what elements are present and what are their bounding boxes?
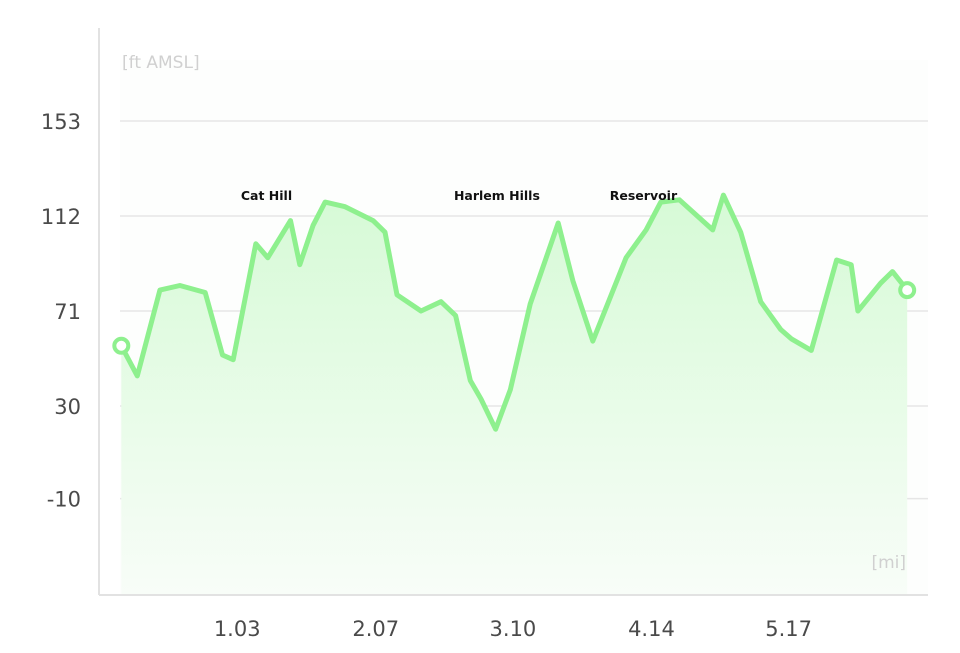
y-tick-label: 30 xyxy=(54,395,81,419)
x-tick-label: 3.10 xyxy=(490,617,537,641)
y-tick-label: 71 xyxy=(54,300,81,324)
start-marker xyxy=(112,336,131,355)
y-tick-label: 153 xyxy=(41,110,81,134)
end-marker xyxy=(898,281,917,300)
landmark-annotations: Cat Hill Harlem Hills Reservoir xyxy=(241,188,678,203)
landmark-label: Harlem Hills xyxy=(454,188,540,203)
x-tick-labels: 1.03 2.07 3.10 4.14 5.17 xyxy=(214,617,812,641)
x-unit-label: [mi] xyxy=(871,553,906,573)
y-unit-label: [ft AMSL] xyxy=(122,53,200,73)
y-tick-labels: 153 112 71 30 -10 xyxy=(41,110,81,512)
x-tick-label: 4.14 xyxy=(628,617,675,641)
y-tick-label: -10 xyxy=(47,488,81,512)
x-tick-label: 1.03 xyxy=(214,617,261,641)
x-tick-label: 2.07 xyxy=(352,617,399,641)
landmark-label: Cat Hill xyxy=(241,188,292,203)
elevation-line xyxy=(118,192,910,432)
y-tick-label: 112 xyxy=(41,205,81,229)
landmark-label: Reservoir xyxy=(610,188,678,203)
elevation-area xyxy=(121,195,908,595)
x-tick-label: 5.17 xyxy=(765,617,812,641)
